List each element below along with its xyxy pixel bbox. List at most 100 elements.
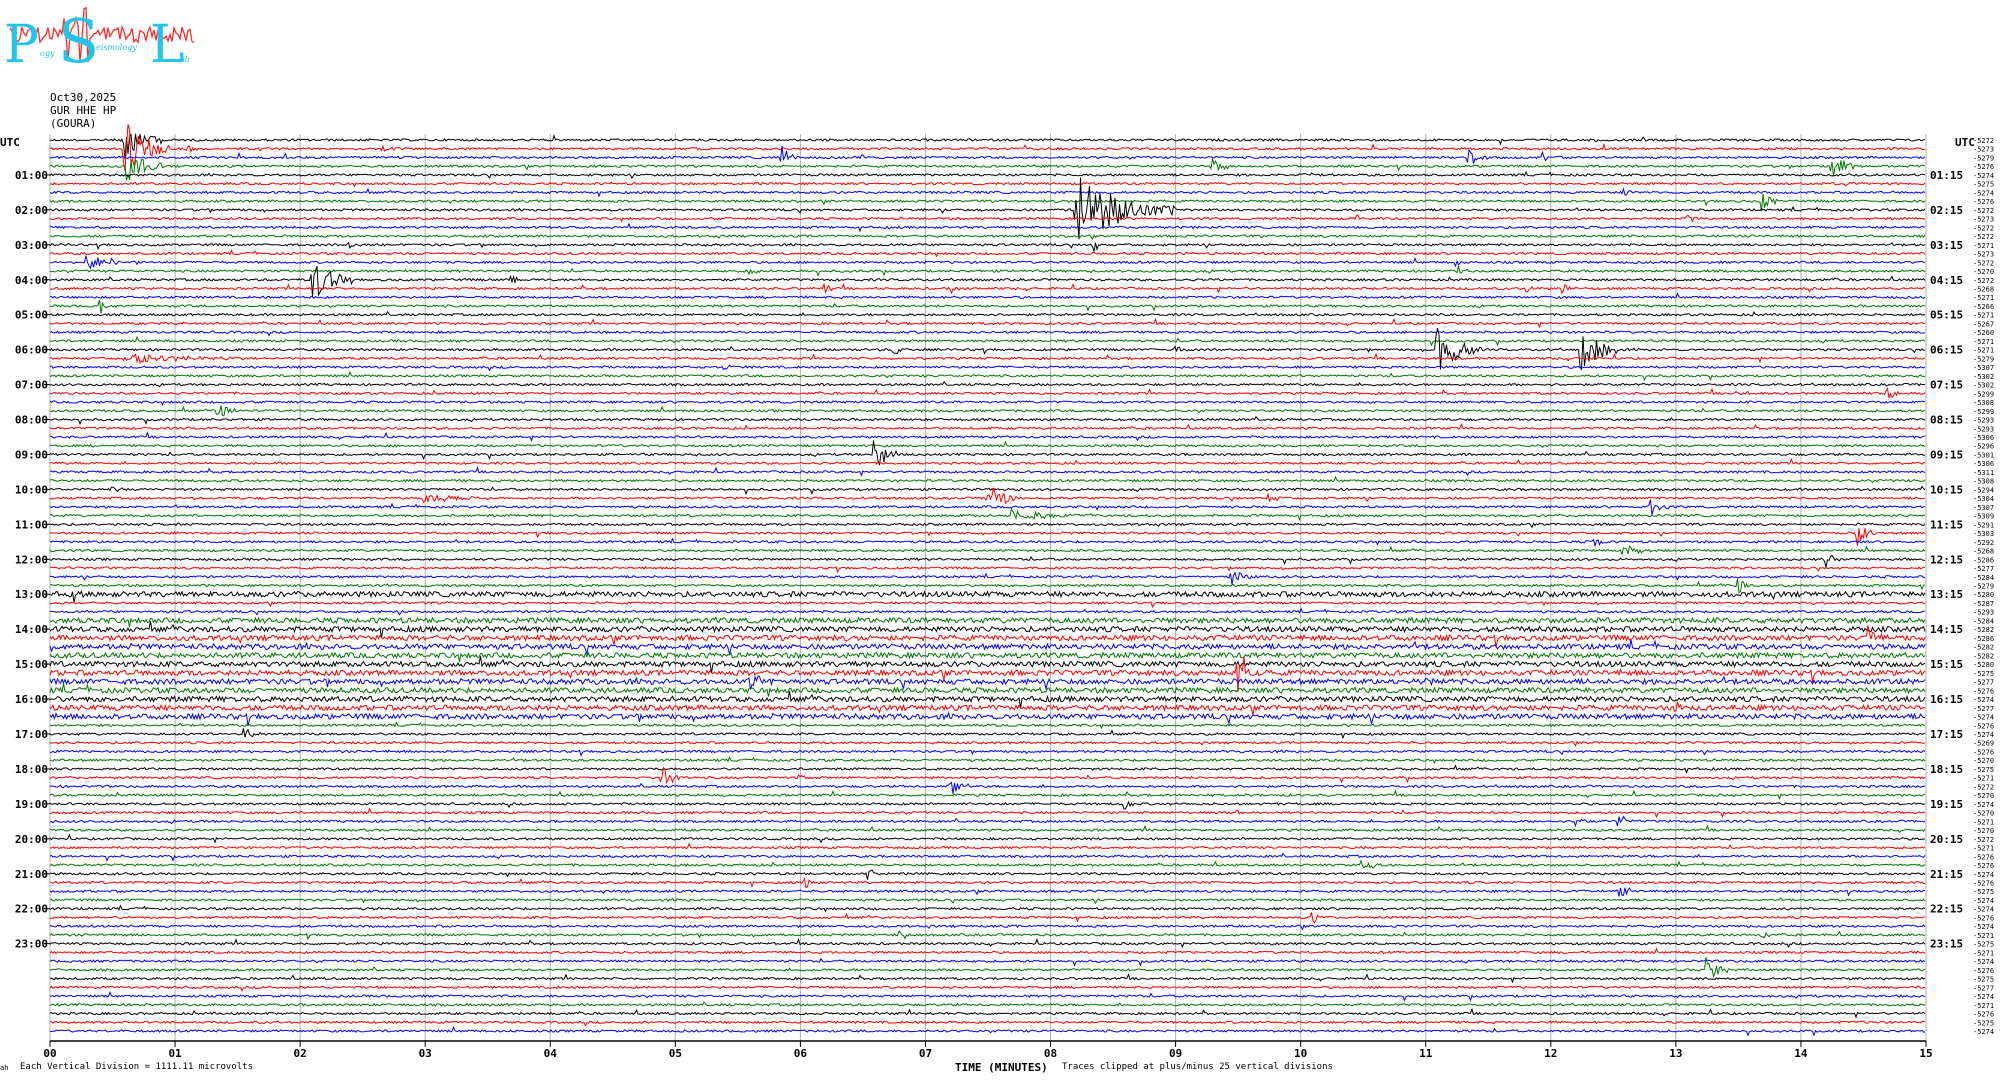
trace-line	[49, 807, 1926, 819]
trace-offset-label: -5277	[1973, 705, 1994, 713]
trace-offset-label: -5302	[1973, 382, 1994, 390]
trace-offset-label: -5276	[1973, 967, 1994, 975]
trace-line	[49, 815, 1926, 828]
trace-line	[49, 755, 1926, 765]
trace-offset-label: -5274	[1973, 897, 1994, 905]
trace-offset-label: -5271	[1973, 347, 1994, 355]
logo-letter-p: P	[4, 15, 39, 75]
trace-line	[49, 145, 1926, 164]
left-hour-label: 13:00	[15, 588, 48, 601]
trace-line	[50, 181, 1926, 188]
trace-line	[49, 924, 1926, 931]
x-tick-label: 10	[1294, 1047, 1307, 1060]
trace-line	[49, 616, 1926, 627]
trace-line	[49, 749, 1926, 757]
trace-line	[49, 571, 1926, 585]
trace-line	[49, 440, 1925, 466]
trace-line	[49, 764, 1926, 775]
trace-line	[49, 877, 1925, 889]
trace-offset-label: -5271	[1973, 294, 1994, 302]
trace-line	[49, 282, 1926, 295]
left-hour-label: 06:00	[15, 344, 48, 357]
trace-offset-label: -5311	[1973, 469, 1994, 477]
trace-offset-label: -5306	[1973, 460, 1994, 468]
trace-line	[49, 265, 1926, 277]
trace-line	[49, 691, 1926, 709]
right-hour-label: 11:15	[1930, 518, 1963, 531]
scale-note: Each Vertical Division = 1111.11 microvo…	[20, 1062, 253, 1072]
trace-line	[49, 639, 1926, 656]
trace-offset-label: -5279	[1973, 355, 1994, 363]
trace-offset-label: -5293	[1973, 425, 1994, 433]
trace-line	[49, 947, 1926, 955]
trace-offset-label: -5272	[1973, 137, 1994, 145]
trace-offset-label: -5274	[1973, 189, 1994, 197]
trace-offset-label: -5274	[1973, 1028, 1994, 1036]
left-hour-label: 09:00	[15, 448, 48, 461]
trace-line	[49, 499, 1926, 515]
trace-line	[49, 158, 1926, 181]
trace-offset-label: -5287	[1973, 600, 1994, 608]
trace-offset-label: -5296	[1973, 443, 1994, 451]
trace-line	[49, 621, 1926, 639]
trace-line	[49, 833, 1926, 844]
trace-line	[49, 600, 1926, 609]
trace-offset-label: -5274	[1973, 958, 1994, 966]
trace-line	[49, 265, 1926, 297]
trace-line	[49, 335, 1926, 347]
trace-offset-label: -5294	[1973, 486, 1994, 494]
trace-line	[49, 255, 1926, 270]
trace-offset-label: -5299	[1973, 390, 1994, 398]
trace-line	[50, 133, 1925, 160]
right-hour-label: 14:15	[1930, 623, 1963, 636]
trace-line	[49, 957, 1926, 967]
trace-line	[49, 728, 1926, 740]
trace-offset-label: -5270	[1973, 827, 1994, 835]
trace-line	[49, 241, 1926, 254]
trace-offset-label: -5275	[1973, 670, 1994, 678]
trace-line	[49, 990, 1926, 1002]
x-tick-label: 15	[1919, 1047, 1932, 1060]
header-date: Oct30,2025	[50, 91, 117, 104]
trace-offset-label: -5274	[1973, 871, 1994, 879]
x-tick-label: 13	[1669, 1047, 1682, 1060]
trace-line	[49, 352, 1926, 364]
logo-seismic-wave	[9, 6, 195, 63]
trace-offset-label: -5273	[1973, 216, 1994, 224]
trace-offset-label: -5271	[1973, 932, 1994, 940]
trace-line	[49, 897, 1926, 904]
trace-line	[49, 405, 1926, 417]
trace-offset-label: -5272	[1973, 277, 1994, 285]
trace-line	[49, 957, 1926, 978]
x-tick-label: 03	[419, 1047, 432, 1060]
trace-offset-label: -5270	[1973, 810, 1994, 818]
trace-line	[49, 824, 1926, 834]
right-hour-label: 18:15	[1930, 763, 1963, 776]
trace-line	[49, 528, 1926, 546]
right-hour-label: 21:15	[1930, 868, 1963, 881]
trace-line	[49, 124, 1926, 171]
trace-line	[49, 466, 1926, 477]
left-utc-title: UTC	[0, 136, 20, 149]
trace-line	[49, 887, 1926, 897]
left-hour-label: 01:00	[15, 169, 48, 182]
logo-subtext-mid: eismology	[96, 43, 137, 52]
trace-offset-label: -5276	[1973, 722, 1994, 730]
trace-offset-label: -5272	[1973, 259, 1994, 267]
trace-offset-label: -5271	[1973, 312, 1994, 320]
trace-offset-label: -5274	[1973, 696, 1994, 704]
right-hour-label: 22:15	[1930, 903, 1963, 916]
left-hour-label: 14:00	[15, 623, 48, 636]
trace-line	[49, 380, 1926, 388]
trace-line	[49, 1025, 1926, 1037]
right-hour-label: 05:15	[1930, 309, 1963, 322]
trace-line	[49, 440, 1926, 449]
right-hour-label: 01:15	[1930, 169, 1963, 182]
right-hour-label: 07:15	[1930, 379, 1963, 392]
left-hour-label: 20:00	[15, 833, 48, 846]
trace-line	[49, 311, 1926, 317]
trace-line	[50, 292, 1926, 300]
trace-line	[49, 370, 1926, 382]
trace-offset-label: -5271	[1973, 949, 1994, 957]
